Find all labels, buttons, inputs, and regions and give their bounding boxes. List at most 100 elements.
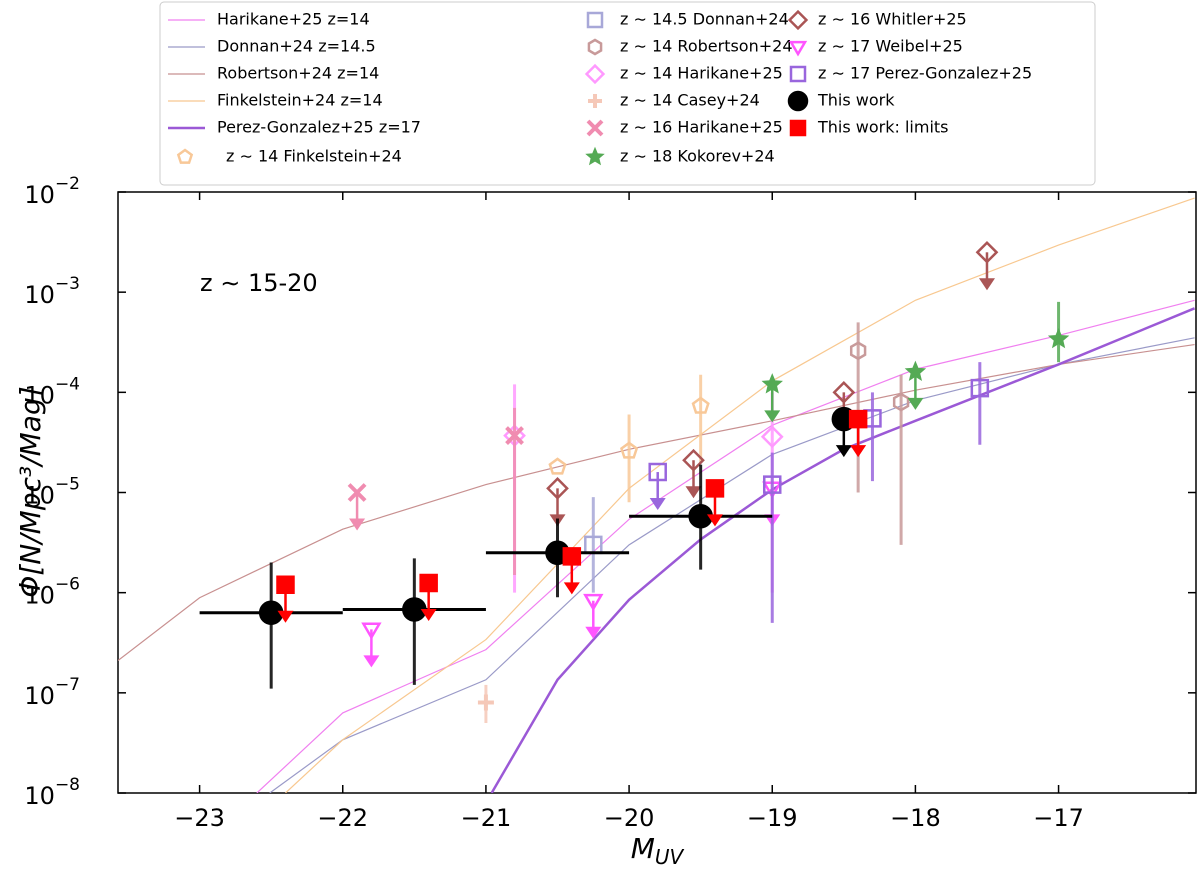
legend-marker xyxy=(586,119,604,137)
data-point xyxy=(361,622,382,640)
x-label-main: M xyxy=(631,832,655,865)
data-point xyxy=(347,483,367,502)
legend-label: Robertson+24 z=14 xyxy=(217,64,379,83)
y-tick-label: 10−6 xyxy=(24,575,80,610)
legend-label: z ∼ 14.5 Donnan+24 xyxy=(620,10,789,29)
legend-marker xyxy=(586,11,604,29)
data-point xyxy=(975,240,999,264)
legend-label: z ∼ 16 Harikane+25 xyxy=(620,118,783,137)
data-point xyxy=(620,441,639,459)
limit-arrow-head xyxy=(685,486,702,499)
legend-label: z ∼ 14 Harikane+25 xyxy=(620,64,783,83)
limit-arrow-head xyxy=(585,626,602,639)
legend-marker xyxy=(587,38,603,56)
plot-area xyxy=(118,197,1196,793)
y-tick-label: 10−7 xyxy=(24,675,80,710)
legend-label: z ∼ 14 Robertson+24 xyxy=(620,37,793,56)
legend-marker xyxy=(176,148,194,164)
limit-arrow-head xyxy=(835,445,852,458)
legend-marker xyxy=(789,119,807,137)
y-tick-exponent: −5 xyxy=(55,475,80,495)
data-point xyxy=(691,396,710,414)
data-point xyxy=(832,380,856,404)
legend-label: z ∼ 16 Whitler+25 xyxy=(818,10,967,29)
data-point xyxy=(1047,327,1070,349)
legend-label: Finkelstein+24 z=14 xyxy=(217,91,383,110)
legend-label: z ∼ 17 Weibel+25 xyxy=(818,37,963,56)
y-tick-base: 10 xyxy=(24,482,55,510)
limit-arrow-head xyxy=(907,397,924,410)
y-tick-label: 10−5 xyxy=(24,475,80,510)
model-line xyxy=(285,197,1195,793)
limit-arrow-head xyxy=(850,445,867,458)
limit-arrow-head xyxy=(563,582,580,595)
data-point xyxy=(419,573,438,593)
legend-label: Donnan+24 z=14.5 xyxy=(217,37,376,56)
data-point xyxy=(762,475,782,494)
annotation: z ∼ 15-20 xyxy=(200,269,318,297)
y-tick-base: 10 xyxy=(24,782,55,810)
legend-marker xyxy=(584,63,606,85)
legend-label: z ∼ 17 Perez-Gonzalez+25 xyxy=(818,64,1032,83)
y-tick-exponent: −6 xyxy=(55,575,80,595)
x-tick-label: −19 xyxy=(747,804,798,832)
x-tick-label: −21 xyxy=(461,804,512,832)
data-point xyxy=(648,462,667,482)
x-tick-label: −17 xyxy=(1033,804,1084,832)
legend-label: Perez-Gonzalez+25 z=17 xyxy=(217,118,421,137)
data-point xyxy=(548,457,567,475)
y-tick-base: 10 xyxy=(24,682,55,710)
legend-label: This work: limits xyxy=(817,118,949,137)
data-point xyxy=(477,694,494,711)
data-point xyxy=(546,476,569,500)
data-point xyxy=(682,448,705,472)
legend-label: Harikane+25 z=14 xyxy=(217,10,370,29)
data-point xyxy=(583,593,604,612)
limit-arrow-head xyxy=(420,608,437,621)
x-tick-label: −18 xyxy=(890,804,941,832)
y-tick-label: 10−3 xyxy=(24,274,80,309)
y-tick-base: 10 xyxy=(24,181,55,209)
model-line xyxy=(490,307,1196,793)
x-tick-label: −23 xyxy=(174,804,225,832)
limit-arrow-head xyxy=(649,498,666,511)
y-tick-label: 10−8 xyxy=(24,775,80,810)
data-point xyxy=(505,426,524,445)
data-point xyxy=(276,575,295,594)
y-tick-base: 10 xyxy=(24,582,55,610)
y-tick-base: 10 xyxy=(24,281,55,309)
y-tick-label: 10−2 xyxy=(24,174,80,209)
y-tick-base: 10 xyxy=(24,381,55,409)
legend-marker xyxy=(788,40,808,57)
y-tick-exponent: −7 xyxy=(55,675,80,695)
legend-label: z ∼ 18 Kokorev+24 xyxy=(620,147,775,166)
limit-arrow-head xyxy=(706,514,723,527)
data-point xyxy=(562,547,582,566)
limit-arrow-head xyxy=(363,655,380,668)
y-tick-exponent: −2 xyxy=(55,174,80,194)
limit-arrow-head xyxy=(764,410,781,423)
legend-marker xyxy=(588,94,602,108)
legend-marker xyxy=(787,9,809,31)
x-axis-label: MUV xyxy=(631,832,685,869)
x-tick-label: −22 xyxy=(317,804,368,832)
legend-label: z ∼ 14 Finkelstein+24 xyxy=(226,147,402,166)
legend-box xyxy=(159,1,1096,186)
legend-marker xyxy=(585,146,605,166)
data-point xyxy=(904,360,927,381)
data-point xyxy=(760,425,784,449)
legend-label: z ∼ 14 Casey+24 xyxy=(620,91,760,110)
y-tick-exponent: −8 xyxy=(55,775,80,795)
legend-label: This work xyxy=(817,91,895,110)
data-point xyxy=(848,409,868,429)
legend-marker xyxy=(789,65,807,83)
y-tick-exponent: −3 xyxy=(55,274,80,294)
y-tick-exponent: −4 xyxy=(55,374,80,394)
data-point xyxy=(761,373,783,394)
data-point xyxy=(970,378,990,398)
x-tick-label: −20 xyxy=(604,804,655,832)
model-line xyxy=(256,299,1195,793)
x-label-sub: UV xyxy=(655,845,685,869)
limit-arrow-head xyxy=(349,518,366,531)
